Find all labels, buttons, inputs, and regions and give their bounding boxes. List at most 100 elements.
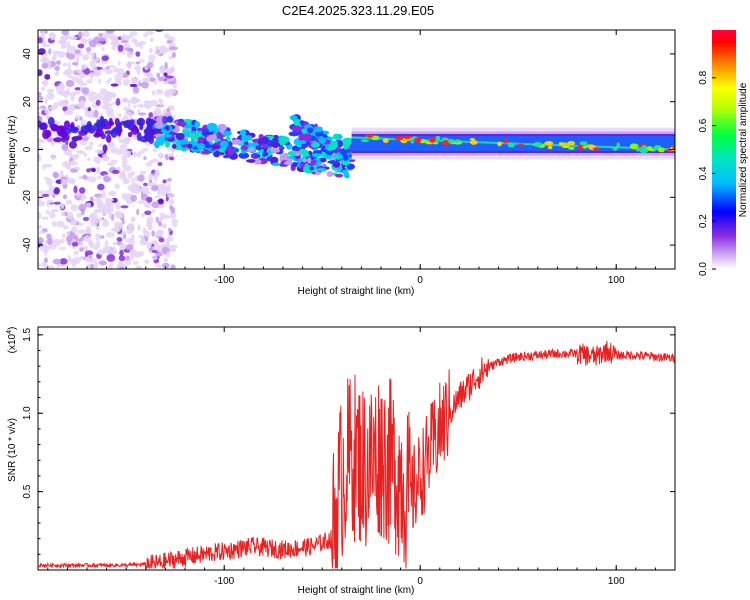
noise-blob (88, 176, 97, 183)
noise-blob (157, 230, 163, 237)
noise-blob (79, 140, 88, 146)
signal-blob (270, 141, 281, 148)
carrier-hotspot (470, 140, 478, 145)
noise-blob (123, 120, 129, 128)
noise-blob (136, 68, 141, 75)
carrier-hotspot (635, 147, 641, 152)
signal-blob (332, 154, 340, 159)
noise-blob (172, 84, 177, 89)
signal-blob (247, 143, 256, 147)
noise-blob (60, 212, 66, 217)
signal-blob (271, 162, 281, 167)
noise-blob (38, 142, 42, 147)
noise-blob (143, 104, 150, 109)
noise-blob (148, 222, 153, 229)
noise-blob (97, 143, 104, 148)
noise-blob (117, 44, 124, 52)
noise-blob (65, 199, 73, 205)
signal-blob (332, 133, 340, 140)
noise-blob (155, 30, 164, 33)
snr-multiplier: (x104) (6, 327, 18, 354)
noise-blob (79, 116, 83, 121)
carrier-hotspot (672, 145, 675, 150)
noise-blob (137, 112, 147, 116)
signal-blob (337, 140, 344, 148)
noise-blob (117, 61, 121, 66)
noise-blob (157, 204, 165, 209)
y-tick-label: -20 (22, 190, 33, 205)
noise-blob (88, 128, 95, 134)
signal-blob (244, 135, 253, 141)
signal-blob (287, 151, 297, 156)
signal-blob (211, 144, 220, 149)
noise-blob (108, 117, 113, 127)
signal-blob (226, 146, 233, 151)
noise-blob (76, 212, 83, 218)
noise-blob (155, 216, 159, 224)
noise-blob (154, 232, 158, 238)
y-tick-label: 1.5 (22, 327, 33, 341)
noise-blob (151, 230, 155, 237)
x-tick-label: 0 (417, 275, 423, 286)
signal-blob (258, 134, 264, 139)
noise-blob (104, 239, 109, 248)
carrier-hotspot (612, 147, 618, 151)
noise-blob (94, 209, 100, 213)
noise-blob (146, 216, 154, 224)
noise-blob (89, 60, 96, 68)
carrier-hotspot (568, 146, 575, 150)
noise-blob (80, 241, 84, 247)
noise-blob (139, 119, 144, 129)
noise-blob (162, 179, 167, 184)
noise-blob (130, 216, 136, 223)
noise-blob (119, 261, 124, 268)
signal-blob (301, 128, 307, 133)
noise-blob (70, 94, 75, 102)
noise-blob (105, 107, 114, 116)
noise-blob (150, 101, 158, 107)
y-tick-label: -40 (22, 237, 33, 252)
carrier-hotspot (441, 140, 450, 146)
colorbar-tick-label: 0.0 (698, 262, 709, 276)
snr-series-line (38, 340, 675, 570)
signal-blob (288, 131, 300, 137)
noise-blob (38, 48, 46, 55)
noise-blob (121, 97, 129, 103)
noise-blob (75, 56, 80, 65)
noise-blob (48, 105, 57, 111)
noise-blob (93, 156, 102, 163)
noise-blob (67, 177, 76, 185)
noise-blob (38, 190, 46, 195)
noise-blob (130, 194, 137, 202)
noise-blob (38, 138, 43, 143)
noise-blob (151, 255, 158, 261)
noise-blob (66, 41, 71, 50)
noise-blob (166, 177, 172, 182)
signal-blob (176, 121, 187, 127)
signal-blob (164, 140, 170, 148)
signal-blob (186, 143, 193, 149)
noise-blob (107, 162, 116, 166)
noise-blob (101, 217, 105, 221)
x-tick-label: -100 (214, 275, 234, 286)
noise-blob (97, 183, 105, 191)
noise-blob (102, 98, 107, 106)
noise-blob (71, 137, 79, 142)
y-tick-label: 20 (22, 96, 33, 108)
spectrogram-xlabel: Height of straight line (km) (298, 286, 415, 297)
noise-blob (135, 61, 141, 65)
noise-blob (141, 148, 149, 152)
noise-blob (108, 141, 116, 147)
carrier-hotspot (429, 137, 436, 143)
noise-blob (52, 50, 61, 55)
noise-blob (166, 68, 173, 75)
noise-blob (165, 196, 169, 202)
noise-blob (144, 259, 150, 264)
noise-blob (105, 208, 114, 213)
noise-blob (63, 99, 68, 107)
noise-blob (129, 83, 138, 88)
noise-blob (42, 57, 50, 64)
noise-blob (81, 87, 90, 95)
noise-blob (101, 190, 106, 199)
noise-blob (125, 244, 134, 251)
